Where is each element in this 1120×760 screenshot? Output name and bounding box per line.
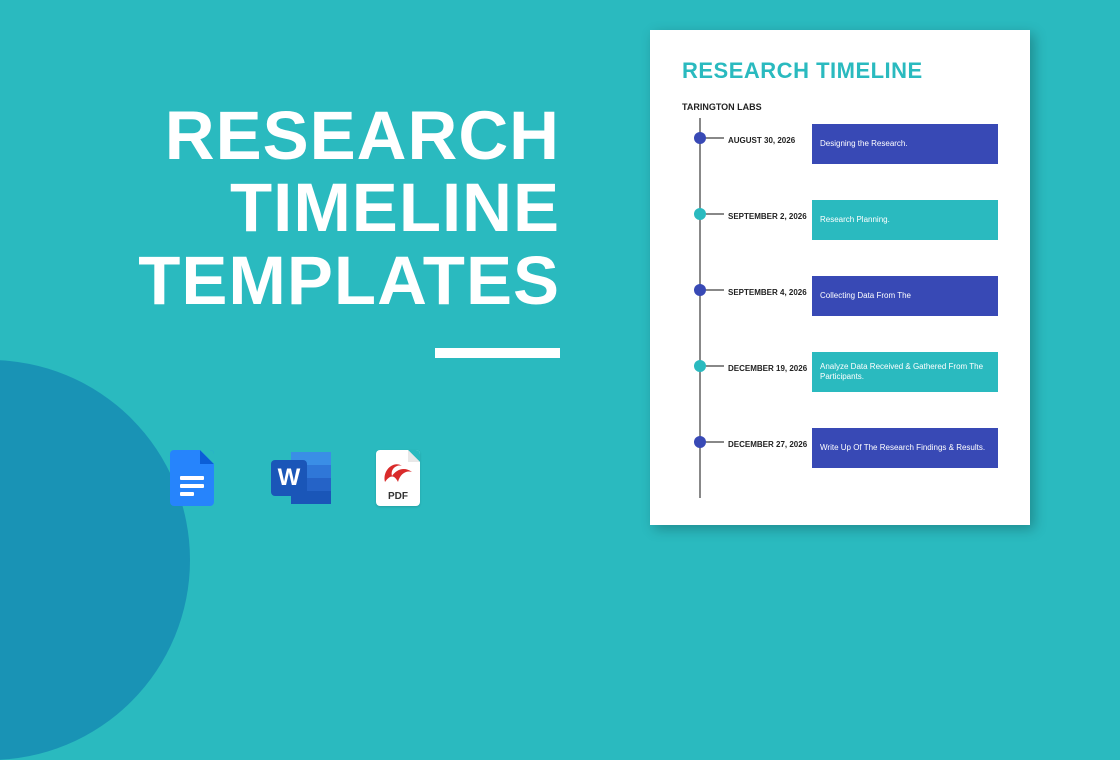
headline-block: RESEARCH TIMELINE TEMPLATES	[70, 100, 560, 363]
ms-word-icon[interactable]: W	[271, 450, 331, 506]
timeline-box: Write Up Of The Research Findings & Resu…	[812, 428, 998, 468]
doc-org: TARINGTON LABS	[682, 102, 998, 112]
timeline-item: SEPTEMBER 4, 2026Collecting Data From Th…	[694, 270, 998, 346]
timeline-branch	[706, 137, 724, 139]
timeline-dot	[694, 284, 706, 296]
timeline-date: AUGUST 30, 2026	[728, 124, 812, 145]
timeline-box: Designing the Research.	[812, 124, 998, 164]
timeline-dot	[694, 360, 706, 372]
headline-line-2: TIMELINE	[70, 172, 560, 244]
timeline-box: Research Planning.	[812, 200, 998, 240]
pdf-icon[interactable]: PDF	[376, 450, 432, 506]
timeline-item: DECEMBER 27, 2026Write Up Of The Researc…	[694, 422, 998, 498]
timeline-date: DECEMBER 27, 2026	[728, 428, 812, 449]
document-preview[interactable]: RESEARCH TIMELINE TARINGTON LABS AUGUST …	[650, 30, 1030, 525]
google-docs-icon[interactable]	[170, 450, 226, 506]
timeline-dot	[694, 208, 706, 220]
timeline-branch	[706, 441, 724, 443]
timeline-date: DECEMBER 19, 2026	[728, 352, 812, 373]
timeline-box: Collecting Data From The	[812, 276, 998, 316]
headline-underline	[435, 348, 560, 358]
timeline-dot	[694, 436, 706, 448]
timeline-branch	[706, 365, 724, 367]
pdf-label: PDF	[376, 491, 420, 502]
corner-accent-circle	[0, 360, 190, 760]
timeline-date: SEPTEMBER 2, 2026	[728, 200, 812, 221]
doc-title: RESEARCH TIMELINE	[682, 58, 998, 84]
timeline-item: AUGUST 30, 2026Designing the Research.	[694, 118, 998, 194]
headline-title: RESEARCH TIMELINE TEMPLATES	[70, 100, 560, 317]
timeline-branch	[706, 289, 724, 291]
timeline-dot	[694, 132, 706, 144]
timeline-item: DECEMBER 19, 2026Analyze Data Received &…	[694, 346, 998, 422]
timeline-branch	[706, 213, 724, 215]
headline-line-1: RESEARCH	[70, 100, 560, 172]
timeline: AUGUST 30, 2026Designing the Research.SE…	[694, 118, 998, 498]
format-icons-row: W PDF	[170, 450, 432, 506]
headline-line-3: TEMPLATES	[70, 245, 560, 317]
timeline-box: Analyze Data Received & Gathered From Th…	[812, 352, 998, 392]
timeline-date: SEPTEMBER 4, 2026	[728, 276, 812, 297]
word-letter: W	[271, 460, 307, 496]
timeline-item: SEPTEMBER 2, 2026Research Planning.	[694, 194, 998, 270]
